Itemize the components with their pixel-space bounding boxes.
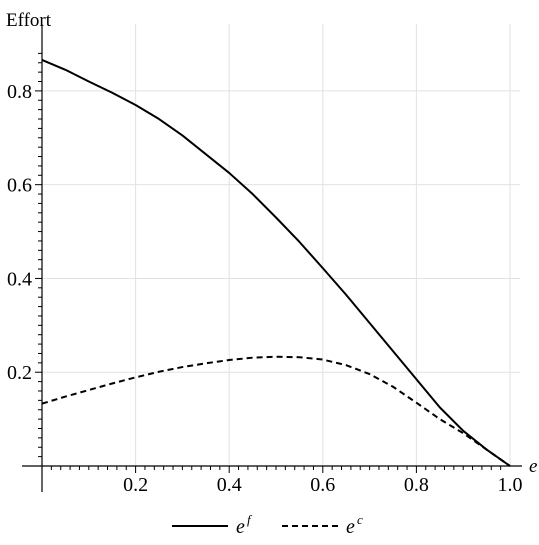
x-axis-title: e: [529, 456, 537, 477]
series-line-ec: [41, 355, 511, 467]
axes: [22, 24, 522, 492]
legend-label-ec: e: [346, 516, 355, 538]
y-tick-label: 0.2: [7, 362, 32, 384]
y-tick-label: 0.8: [7, 81, 32, 103]
legend-label-ef: e: [236, 516, 245, 538]
x-tick-label: 0.4: [217, 474, 242, 496]
y-axis-title: Effort: [6, 10, 52, 31]
grid: [42, 24, 520, 466]
minor-ticks: [35, 52, 502, 473]
y-tick-label: 0.6: [7, 175, 32, 197]
x-tick-label: 1.0: [498, 474, 523, 496]
series-line-ef: [41, 59, 511, 467]
y-tick-label: 0.4: [7, 268, 32, 290]
series-lines: [41, 59, 511, 467]
x-tick-label: 0.8: [404, 474, 429, 496]
x-tick-labels: 0.2 0.4 0.6 0.8 1.0: [123, 474, 522, 496]
y-tick-labels: 0.2 0.4 0.6 0.8: [7, 81, 32, 384]
legend-label-superscript: f: [247, 512, 253, 527]
x-tick-label: 0.2: [123, 474, 148, 496]
x-tick-label: 0.6: [310, 474, 335, 496]
legend-label-superscript: c: [357, 512, 363, 527]
